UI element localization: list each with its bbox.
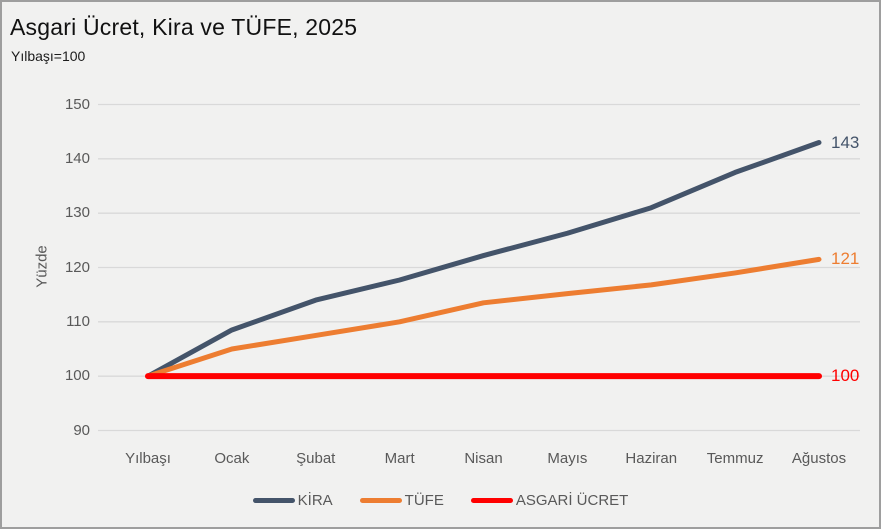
legend-line-swatch (252, 497, 295, 503)
x-tick-label: Mayıs (547, 450, 588, 467)
y-tick-label: 90 (73, 421, 90, 439)
x-tick-label: Nisan (464, 450, 503, 467)
legend-item[interactable]: ASGARİ ÜCRET (470, 491, 629, 509)
series-line-1 (145, 140, 822, 379)
chart-title: Asgari Ücret, Kira ve TÜFE, 2025 (10, 14, 358, 40)
x-tick-label: Yılbaşı (125, 450, 171, 467)
legend-item[interactable]: TÜFE (359, 491, 444, 509)
x-tick-label: Ağustos (791, 450, 847, 467)
x-tick-label: Şubat (296, 450, 336, 467)
series-end-label: 121 (831, 249, 860, 269)
legend-label: TÜFE (404, 491, 444, 509)
legend-line-swatch (359, 497, 402, 503)
y-tick-label: 100 (64, 367, 90, 385)
y-tick-label: 150 (64, 95, 90, 113)
x-tick-label: Ocak (214, 450, 250, 467)
legend-label: KİRA (297, 491, 333, 509)
legend-line-swatch (470, 497, 513, 503)
y-tick-label: 140 (64, 149, 90, 167)
legend-label: ASGARİ ÜCRET (515, 491, 629, 509)
legend-item[interactable]: KİRA (252, 491, 333, 509)
y-tick-label: 120 (64, 258, 90, 276)
y-tick-label: 130 (64, 204, 90, 222)
series-line-2 (145, 256, 822, 379)
legend: KİRA TÜFE ASGARİ ÜCRET (2, 488, 879, 512)
chart-subtitle: Yılbaşı=100 (11, 48, 86, 64)
series-end-label: 100 (831, 366, 860, 386)
x-tick-label: Haziran (625, 450, 678, 467)
series-end-label: 143 (831, 132, 860, 152)
y-tick-label: 110 (66, 312, 90, 330)
x-tick-label: Temmuz (706, 450, 764, 467)
x-tick-label: Mart (384, 450, 415, 467)
